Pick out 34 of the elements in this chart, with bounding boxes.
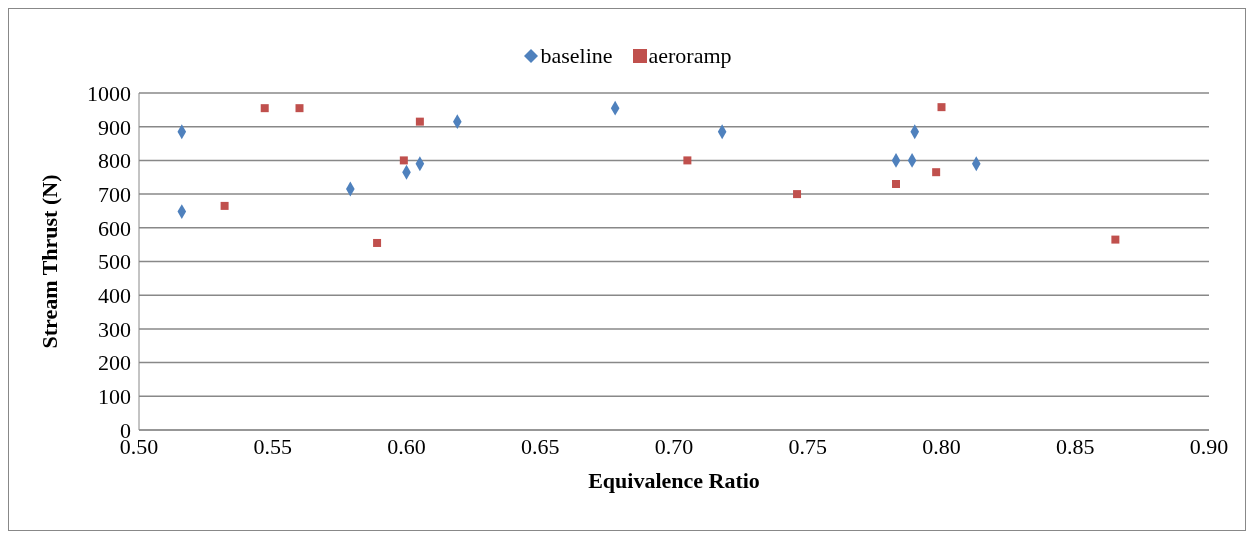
point	[892, 179, 901, 188]
x-tick-label: 0.75	[788, 433, 827, 459]
y-tick-label: 600	[98, 215, 131, 241]
point	[220, 201, 229, 210]
point	[793, 190, 802, 199]
y-tick-label: 200	[98, 350, 131, 376]
y-tick-label: 1000	[87, 80, 131, 106]
point	[399, 156, 408, 165]
y-tick-label: 300	[98, 316, 131, 342]
y-axis-title: Stream Thrust (N)	[36, 174, 62, 349]
y-tick-label: 100	[98, 384, 131, 410]
x-tick-label: 0.55	[253, 433, 292, 459]
x-tick-label: 0.70	[654, 433, 694, 459]
y-tick-label: 500	[98, 249, 131, 275]
point	[683, 156, 692, 165]
y-tick-label: 800	[98, 148, 131, 174]
point	[932, 168, 941, 177]
x-axis-title: Equivalence Ratio	[588, 467, 760, 493]
x-tick-label: 0.90	[1189, 433, 1229, 459]
x-tick-label: 0.65	[521, 433, 560, 459]
y-tick-label: 400	[98, 283, 131, 309]
x-tick-label: 0.80	[922, 433, 961, 459]
x-tick-label: 0.85	[1056, 433, 1095, 459]
point	[415, 117, 424, 126]
legend-label: baseline	[539, 43, 613, 69]
point	[260, 104, 269, 113]
y-tick-label: 700	[98, 181, 131, 207]
point	[1111, 235, 1120, 244]
point	[937, 103, 946, 112]
x-tick-label: 0.60	[387, 433, 426, 459]
point	[373, 238, 382, 247]
point	[295, 104, 304, 113]
y-tick-label: 900	[98, 114, 131, 140]
legend-label: aeroramp	[647, 43, 732, 69]
